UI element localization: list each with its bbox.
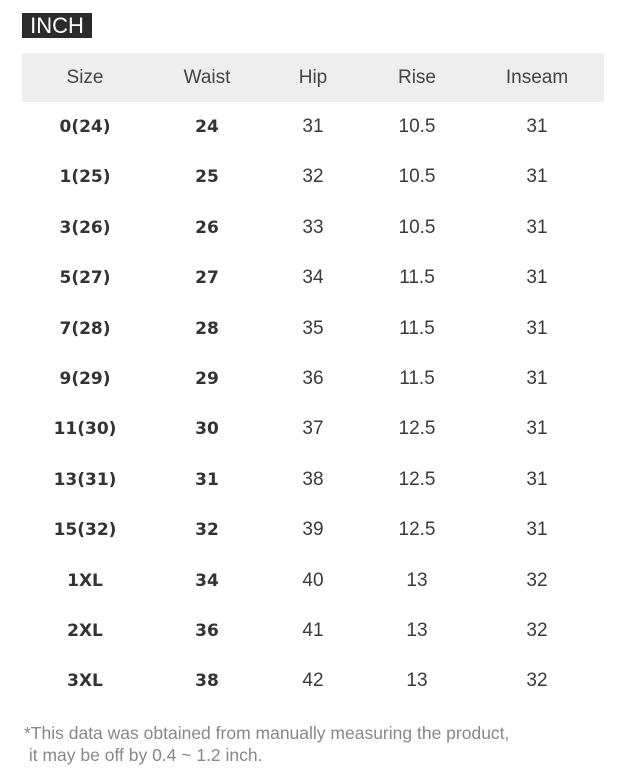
cell-rise: 11.5 <box>399 367 435 389</box>
cell-waist: 31 <box>195 469 219 490</box>
cell-hip: 38 <box>302 468 324 490</box>
cell-size: 11(30) <box>53 419 117 440</box>
cell-rise: 10.5 <box>398 116 436 137</box>
table-row: 3XL 38 42 13 32 <box>22 656 604 706</box>
measurement-note: *This data was obtained from manually me… <box>24 722 509 766</box>
table-row: 13(31) 31 38 12.5 31 <box>22 455 604 505</box>
cell-inseam: 31 <box>526 216 548 238</box>
table-row: 3(26) 26 33 10.5 31 <box>22 203 604 253</box>
table-row: 0(24) 24 31 10.5 31 <box>22 102 604 152</box>
table-row: 11(30) 30 37 12.5 31 <box>22 404 604 454</box>
cell-waist: 36 <box>195 620 219 641</box>
cell-rise: 13 <box>406 569 428 591</box>
cell-size: 1XL <box>67 570 103 591</box>
header-inseam: Inseam <box>505 67 569 88</box>
table-row: 1(25) 25 32 10.5 31 <box>22 152 604 202</box>
cell-size: 13(31) <box>53 469 117 490</box>
cell-hip: 36 <box>302 367 324 389</box>
cell-hip: 41 <box>302 619 324 641</box>
note-line-1: *This data was obtained from manually me… <box>24 723 510 743</box>
note-line-2: it may be off by 0.4 ~ 1.2 inch. <box>24 745 263 765</box>
header-rise: Rise <box>397 67 436 88</box>
cell-inseam: 32 <box>526 619 548 641</box>
cell-inseam: 31 <box>526 468 548 490</box>
cell-waist: 25 <box>195 167 219 188</box>
table-header: Size Waist Hip Rise Inseam <box>22 53 604 102</box>
cell-hip: 40 <box>302 569 324 591</box>
cell-hip: 32 <box>302 166 324 188</box>
cell-inseam: 32 <box>526 569 548 591</box>
cell-inseam: 31 <box>526 166 548 188</box>
table-body: 0(24) 24 31 10.5 31 1(25) 25 32 10.5 31 3(26) 26 33 1… <box>22 102 604 707</box>
cell-hip: 34 <box>302 267 324 289</box>
cell-waist: 34 <box>195 570 219 591</box>
header-size: Size <box>66 67 104 88</box>
size-chart-table: Size Waist Hip Rise Inseam 0(24) 24 31 10.5… <box>22 53 604 707</box>
cell-hip: 37 <box>302 418 324 440</box>
cell-rise: 12.5 <box>398 468 436 490</box>
cell-inseam: 32 <box>526 670 548 692</box>
cell-hip: 42 <box>302 670 324 692</box>
cell-rise: 11.5 <box>399 317 435 339</box>
cell-size: 3(26) <box>59 217 111 238</box>
cell-hip: 31 <box>302 116 324 137</box>
cell-rise: 11.5 <box>399 267 435 289</box>
cell-hip: 39 <box>302 519 324 541</box>
cell-rise: 12.5 <box>398 418 436 440</box>
table-row: 9(29) 29 36 11.5 31 <box>22 354 604 404</box>
cell-size: 2XL <box>67 620 103 641</box>
cell-inseam: 31 <box>526 367 548 389</box>
cell-rise: 12.5 <box>398 519 436 541</box>
cell-hip: 35 <box>302 317 324 339</box>
header-hip: Hip <box>298 67 328 88</box>
table-row: 15(32) 32 39 12.5 31 <box>22 505 604 555</box>
cell-size: 15(32) <box>53 520 117 541</box>
cell-inseam: 31 <box>526 418 548 440</box>
cell-size: 0(24) <box>59 117 111 137</box>
cell-waist: 30 <box>195 419 219 440</box>
cell-waist: 38 <box>195 671 219 692</box>
cell-waist: 28 <box>195 318 219 339</box>
cell-size: 1(25) <box>59 167 111 188</box>
cell-rise: 10.5 <box>398 216 436 238</box>
cell-rise: 13 <box>406 670 428 692</box>
unit-badge: INCH <box>22 13 92 38</box>
header-waist: Waist <box>183 67 231 88</box>
cell-size: 5(27) <box>59 268 111 289</box>
cell-waist: 26 <box>195 217 219 238</box>
table-row: 7(28) 28 35 11.5 31 <box>22 304 604 354</box>
cell-rise: 10.5 <box>398 166 436 188</box>
cell-inseam: 31 <box>526 317 548 339</box>
cell-waist: 29 <box>195 368 219 389</box>
cell-size: 3XL <box>67 671 103 692</box>
cell-size: 9(29) <box>59 368 111 389</box>
cell-hip: 33 <box>302 216 324 238</box>
cell-inseam: 31 <box>526 519 548 541</box>
cell-waist: 32 <box>195 520 219 541</box>
cell-size: 7(28) <box>59 318 111 339</box>
table-row: 5(27) 27 34 11.5 31 <box>22 253 604 303</box>
cell-waist: 27 <box>195 268 219 289</box>
cell-inseam: 31 <box>526 116 548 137</box>
table-row: 2XL 36 41 13 32 <box>22 606 604 656</box>
cell-inseam: 31 <box>526 267 548 289</box>
cell-waist: 24 <box>195 117 219 137</box>
cell-rise: 13 <box>406 619 428 641</box>
table-row: 1XL 34 40 13 32 <box>22 556 604 606</box>
